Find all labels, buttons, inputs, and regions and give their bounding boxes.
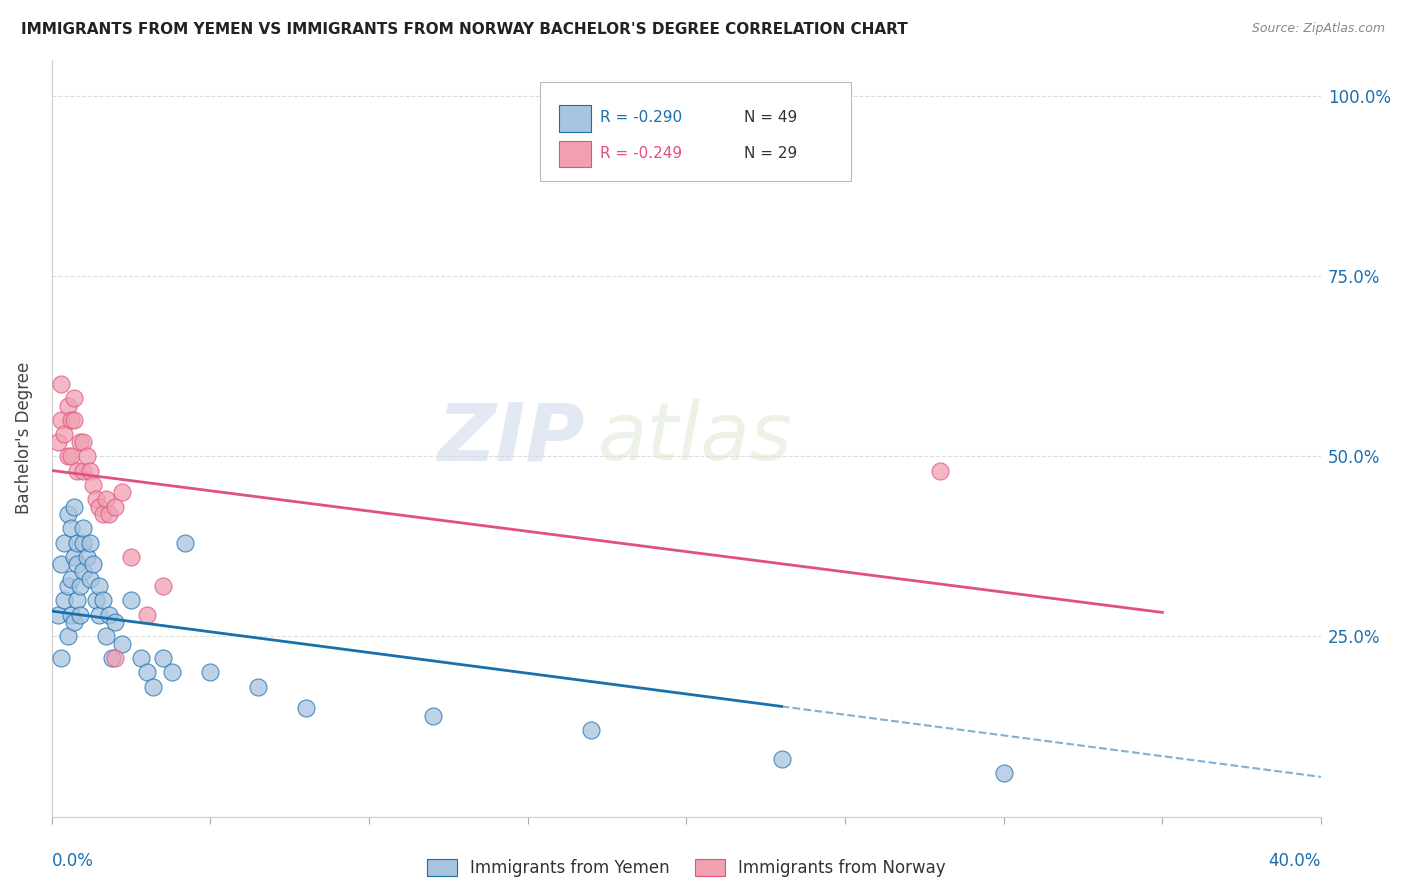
Point [162, 665, 184, 680]
Point [59, 572, 82, 586]
Point [53, 593, 76, 607]
Point [200, 665, 222, 680]
Point [53, 535, 76, 549]
Point [79, 535, 101, 549]
Point [72, 463, 94, 477]
Point [136, 607, 159, 622]
Point [91, 507, 114, 521]
Point [69, 607, 91, 622]
Point [120, 549, 142, 564]
Point [69, 434, 91, 449]
Point [110, 636, 132, 650]
Text: N = 49: N = 49 [744, 111, 797, 126]
Point [51, 376, 73, 391]
Point [993, 766, 1015, 780]
Point [82, 478, 104, 492]
Point [89, 607, 111, 622]
Point [84, 593, 107, 607]
Point [59, 607, 82, 622]
Point [69, 579, 91, 593]
Point [66, 535, 89, 549]
Point [929, 463, 952, 477]
Point [76, 449, 98, 463]
Point [247, 680, 270, 694]
Legend: Immigrants from Yemen, Immigrants from Norway: Immigrants from Yemen, Immigrants from N… [420, 853, 952, 884]
Point [63, 413, 86, 427]
Point [152, 579, 174, 593]
Point [56, 507, 79, 521]
Point [56, 579, 79, 593]
Point [142, 680, 165, 694]
Point [56, 399, 79, 413]
Point [66, 463, 89, 477]
Point [66, 593, 89, 607]
Point [89, 500, 111, 514]
Text: R = -0.249: R = -0.249 [600, 146, 682, 161]
Bar [540, 82, 852, 181]
Point [79, 463, 101, 477]
Point [72, 434, 94, 449]
Point [63, 500, 86, 514]
Point [104, 500, 127, 514]
Point [51, 558, 73, 572]
Point [46, 607, 69, 622]
Text: R = -0.290: R = -0.290 [600, 111, 682, 126]
Point [59, 521, 82, 535]
Text: ZIP: ZIP [437, 399, 585, 477]
Point [91, 593, 114, 607]
Point [174, 535, 197, 549]
Point [89, 579, 111, 593]
Bar [560, 141, 591, 167]
Point [422, 708, 444, 723]
Point [51, 651, 73, 665]
Point [51, 413, 73, 427]
Point [101, 651, 124, 665]
Point [120, 593, 142, 607]
Point [63, 615, 86, 629]
Point [294, 701, 316, 715]
Point [94, 629, 117, 643]
Point [59, 413, 82, 427]
Point [129, 651, 152, 665]
Point [104, 651, 127, 665]
Point [79, 572, 101, 586]
Point [72, 535, 94, 549]
Point [579, 723, 602, 737]
Point [94, 492, 117, 507]
Point [59, 449, 82, 463]
Point [46, 434, 69, 449]
Point [110, 485, 132, 500]
Point [152, 651, 174, 665]
Text: 0.0%: 0.0% [52, 852, 94, 871]
Point [84, 492, 107, 507]
Point [76, 549, 98, 564]
Bar [560, 105, 591, 131]
Point [104, 615, 127, 629]
Text: IMMIGRANTS FROM YEMEN VS IMMIGRANTS FROM NORWAY BACHELOR'S DEGREE CORRELATION CH: IMMIGRANTS FROM YEMEN VS IMMIGRANTS FROM… [21, 22, 908, 37]
Point [56, 449, 79, 463]
Point [63, 392, 86, 406]
Point [770, 752, 793, 766]
Point [66, 558, 89, 572]
Point [72, 565, 94, 579]
Y-axis label: Bachelor's Degree: Bachelor's Degree [15, 362, 32, 514]
Text: 40.0%: 40.0% [1268, 852, 1322, 871]
Point [97, 507, 120, 521]
Text: Source: ZipAtlas.com: Source: ZipAtlas.com [1251, 22, 1385, 36]
Point [63, 549, 86, 564]
Point [97, 607, 120, 622]
Point [82, 558, 104, 572]
Text: atlas: atlas [598, 399, 793, 477]
Point [53, 427, 76, 442]
Text: N = 29: N = 29 [744, 146, 797, 161]
Point [72, 521, 94, 535]
Point [56, 629, 79, 643]
Point [136, 665, 159, 680]
